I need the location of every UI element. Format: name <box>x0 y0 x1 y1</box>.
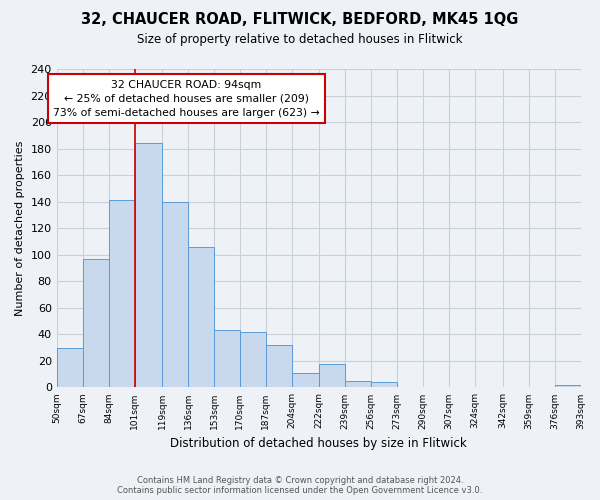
Bar <box>56 348 83 388</box>
Bar <box>162 202 188 388</box>
Y-axis label: Number of detached properties: Number of detached properties <box>15 140 25 316</box>
Bar <box>109 200 134 388</box>
Bar <box>188 247 214 388</box>
Bar <box>371 382 397 388</box>
Bar <box>214 330 240 388</box>
Bar <box>134 144 162 388</box>
Text: Contains HM Land Registry data © Crown copyright and database right 2024.
Contai: Contains HM Land Registry data © Crown c… <box>118 476 482 495</box>
Text: 32 CHAUCER ROAD: 94sqm
← 25% of detached houses are smaller (209)
73% of semi-de: 32 CHAUCER ROAD: 94sqm ← 25% of detached… <box>53 80 320 118</box>
Bar <box>346 381 371 388</box>
Bar <box>83 258 109 388</box>
Bar <box>554 385 581 388</box>
Text: Size of property relative to detached houses in Flitwick: Size of property relative to detached ho… <box>137 32 463 46</box>
Text: 32, CHAUCER ROAD, FLITWICK, BEDFORD, MK45 1QG: 32, CHAUCER ROAD, FLITWICK, BEDFORD, MK4… <box>82 12 518 28</box>
Bar <box>240 332 266 388</box>
Bar <box>319 364 346 388</box>
Bar <box>292 373 319 388</box>
Bar <box>266 345 292 388</box>
X-axis label: Distribution of detached houses by size in Flitwick: Distribution of detached houses by size … <box>170 437 467 450</box>
